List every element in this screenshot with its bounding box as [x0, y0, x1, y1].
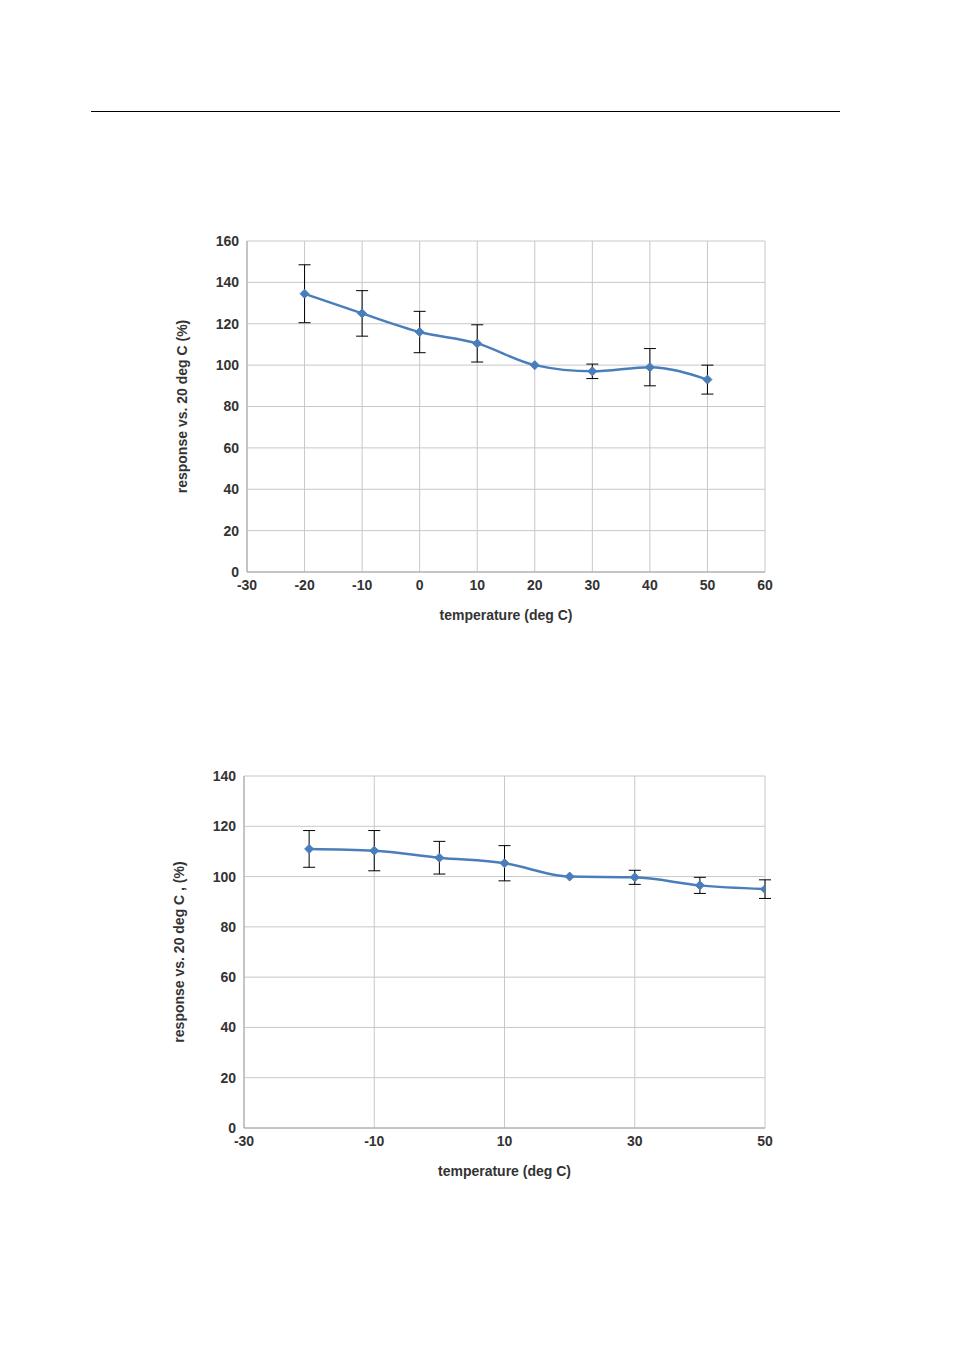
svg-text:40: 40	[642, 577, 658, 593]
svg-text:20: 20	[527, 577, 543, 593]
svg-text:0: 0	[416, 577, 424, 593]
svg-text:80: 80	[223, 398, 239, 414]
svg-text:-30: -30	[234, 1133, 254, 1149]
svg-text:140: 140	[213, 768, 237, 784]
svg-text:40: 40	[223, 481, 239, 497]
svg-text:60: 60	[220, 969, 236, 985]
svg-text:60: 60	[223, 440, 239, 456]
svg-text:0: 0	[228, 1120, 236, 1136]
svg-text:30: 30	[585, 577, 601, 593]
svg-text:120: 120	[213, 818, 237, 834]
svg-text:120: 120	[216, 316, 240, 332]
svg-text:100: 100	[213, 869, 237, 885]
svg-text:140: 140	[216, 274, 240, 290]
svg-text:20: 20	[223, 523, 239, 539]
svg-text:temperature (deg C): temperature (deg C)	[438, 1163, 571, 1179]
svg-text:50: 50	[700, 577, 716, 593]
svg-text:response vs. 20 deg C , (%): response vs. 20 deg C , (%)	[171, 861, 187, 1042]
svg-text:30: 30	[627, 1133, 643, 1149]
svg-text:-10: -10	[364, 1133, 384, 1149]
svg-text:100: 100	[216, 357, 240, 373]
svg-text:10: 10	[469, 577, 485, 593]
svg-text:60: 60	[757, 577, 773, 593]
svg-text:response vs. 20 deg C (%): response vs. 20 deg C (%)	[174, 320, 190, 494]
svg-text:80: 80	[220, 919, 236, 935]
svg-text:50: 50	[757, 1133, 773, 1149]
svg-text:-10: -10	[352, 577, 372, 593]
svg-text:-20: -20	[294, 577, 314, 593]
svg-text:160: 160	[216, 233, 240, 249]
svg-text:40: 40	[220, 1019, 236, 1035]
svg-text:temperature (deg C): temperature (deg C)	[439, 607, 572, 623]
svg-text:20: 20	[220, 1070, 236, 1086]
svg-text:-30: -30	[237, 577, 257, 593]
svg-text:0: 0	[231, 564, 239, 580]
svg-text:10: 10	[497, 1133, 513, 1149]
